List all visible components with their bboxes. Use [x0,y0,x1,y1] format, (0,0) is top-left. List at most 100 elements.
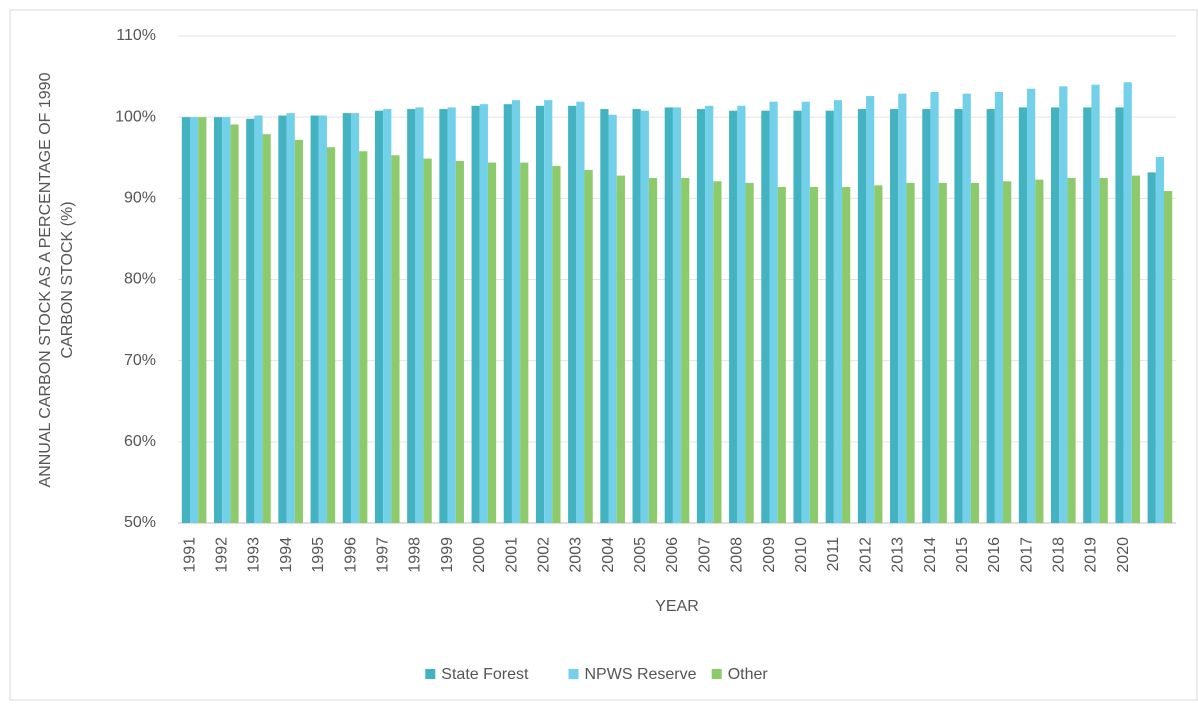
bar [898,93,907,524]
bar [970,182,980,523]
x-tick-label: 2003 [568,537,585,573]
x-tick-label: 2007 [696,537,713,573]
x-tick-label: 2017 [1018,537,1035,573]
bar [1067,178,1076,523]
bar [487,162,497,523]
bar [874,185,883,523]
bar [938,182,947,523]
bar [729,110,738,523]
bar [857,109,867,524]
bar [230,124,239,523]
bar [342,113,351,523]
bar [1003,181,1012,523]
bar [769,101,778,524]
y-tick-label: 100% [115,108,156,125]
bar [318,115,327,523]
bar [246,118,255,523]
bar [415,107,424,523]
legend-label: NPWS Reserve [585,666,697,683]
bar [866,96,875,524]
bar [825,110,834,523]
x-tick-label: 1996 [342,537,359,573]
bar [890,109,899,524]
bar [511,100,521,523]
y-axis-title: ANNUAL CARBON STOCK AS A PERCENTAGE OF 1… [37,72,54,487]
x-tick-label: 1992 [214,537,231,573]
x-tick-label: 2002 [535,537,552,573]
x-tick-label: 1997 [374,537,391,573]
bar [640,110,649,523]
bar [262,134,271,523]
legend-label: Other [728,666,769,683]
bar [1115,107,1124,523]
bar [198,117,207,524]
bar [922,109,931,524]
bar [544,100,553,523]
x-tick-label: 2001 [503,537,520,573]
bar [608,114,617,524]
x-tick-label: 2006 [664,537,681,573]
legend-swatch [711,669,722,679]
bar [793,110,802,523]
bar [681,178,690,523]
bar [1027,88,1036,523]
x-tick-label: 2020 [1115,537,1132,573]
bar [213,117,223,524]
bar [705,105,714,523]
bar [503,104,512,524]
bar [696,109,706,524]
bar [310,115,319,523]
bar [455,160,464,523]
x-tick-label: 1994 [278,537,295,573]
bar [616,175,625,523]
bar [374,110,384,523]
bar [664,107,673,523]
x-tick-label: 2010 [793,537,810,573]
bar [383,109,392,524]
bar [535,105,545,523]
bar [632,109,641,524]
bar [391,155,400,523]
bar [1164,191,1173,524]
bar [552,165,561,523]
x-tick-label: 1991 [181,537,198,573]
bar [986,109,995,524]
bar [1059,86,1068,523]
bar [809,186,819,523]
x-tick-label: 2016 [986,537,1003,573]
bar [1099,178,1108,523]
bar [181,117,190,524]
bar [1131,175,1141,523]
bar [745,182,754,523]
bar [568,105,577,523]
bar [761,110,770,523]
x-tick-label: 1999 [439,537,456,573]
x-tick-label: 2011 [825,537,842,572]
bar [447,107,456,523]
x-tick-label: 2009 [761,537,778,573]
bar [833,100,843,523]
bar [777,186,786,523]
x-tick-label: 2012 [857,537,874,573]
bar [584,169,593,524]
bar [1155,156,1165,523]
bar [713,181,722,523]
x-tick-label: 2018 [1051,537,1068,573]
x-tick-label: 2013 [890,537,907,573]
legend-swatch [425,669,436,679]
x-axis-title: YEAR [655,598,699,615]
y-tick-label: 50% [124,514,156,531]
x-tick-label: 1995 [310,537,327,573]
bar [350,113,360,523]
bar [842,186,851,523]
bar [254,115,263,523]
y-axis-title: CARBON STOCK (%) [59,201,76,358]
x-tick-label: 2015 [954,537,971,573]
bar [1035,179,1044,524]
x-tick-label: 2004 [600,537,617,573]
bar [222,117,231,524]
bar [962,93,971,524]
bar [672,107,682,523]
bar [1147,172,1156,524]
bar [906,182,915,523]
